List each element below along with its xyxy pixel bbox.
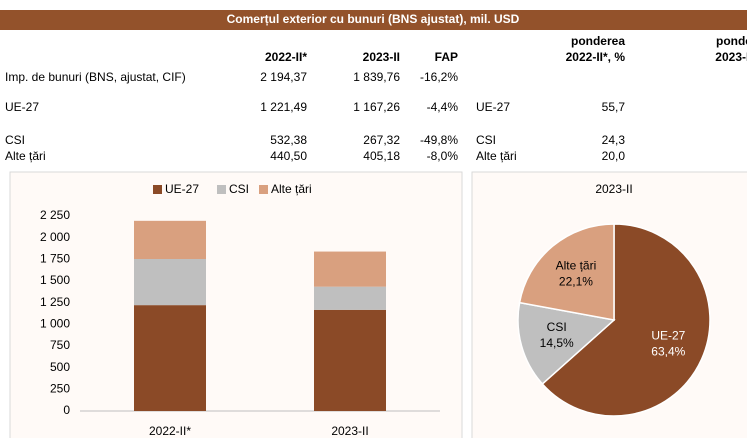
pie-slice: [541, 223, 711, 417]
legend-swatch: [217, 185, 226, 194]
row-label: UE-27: [476, 100, 510, 114]
column-header: 2023-II: [363, 50, 400, 64]
cell: -16,2%: [420, 70, 458, 84]
cell: 20,0: [602, 149, 626, 163]
slice-label: CSI: [547, 320, 567, 334]
cell: 405,18: [363, 149, 400, 163]
legend-label: CSI: [229, 182, 249, 196]
cell: 440,50: [270, 149, 307, 163]
pie-slice: [517, 301, 616, 385]
row-label: CSI: [5, 133, 25, 147]
y-tick-label: 1 250: [40, 295, 70, 309]
y-tick-label: 2 250: [40, 208, 70, 222]
y-tick-label: 1 500: [40, 273, 70, 287]
column-header: 2022-II*: [265, 50, 307, 64]
bar-segment: [314, 251, 386, 287]
share-header: ponderea: [571, 34, 625, 48]
slice-label: Alte țări: [556, 258, 597, 272]
row-label: CSI: [476, 133, 496, 147]
legend-swatch: [153, 185, 162, 194]
bar-segment: [134, 305, 206, 411]
cell: 532,38: [270, 133, 307, 147]
bar-chart-area: [9, 171, 463, 438]
cell: 55,7: [602, 100, 626, 114]
row-label: Alte țări: [476, 149, 517, 163]
row-label: Alte țări: [5, 149, 46, 163]
cell: 1 221,49: [260, 100, 307, 114]
y-tick-label: 2 000: [40, 230, 70, 244]
column-header: FAP: [435, 50, 458, 64]
pie-slice: [518, 223, 615, 321]
x-tick-label: 2022-II*: [149, 424, 191, 438]
cell: 1 167,26: [353, 100, 400, 114]
y-tick-label: 0: [63, 403, 70, 417]
bar-segment: [314, 309, 386, 411]
share-header: 2022-II*, %: [566, 50, 626, 64]
share-header: ponderea: [716, 34, 747, 48]
y-tick-label: 1 750: [40, 252, 70, 266]
bar-segment: [134, 258, 206, 306]
cell: 2 194,37: [260, 70, 307, 84]
y-tick-label: 1 000: [40, 317, 70, 331]
y-tick-label: 500: [50, 360, 70, 374]
cell: -49,8%: [420, 133, 458, 147]
legend-swatch: [259, 185, 268, 194]
y-tick-label: 750: [50, 338, 70, 352]
y-tick-label: 250: [50, 382, 70, 396]
cell: 24,3: [602, 133, 626, 147]
legend-label: UE-27: [165, 182, 199, 196]
row-label: Imp. de bunuri (BNS, ajustat, CIF): [5, 70, 186, 84]
x-tick-label: 2023-II: [331, 424, 368, 438]
share-header: 2023-II, %: [715, 50, 747, 64]
bar-segment: [314, 286, 386, 310]
slice-value: 22,1%: [559, 274, 593, 288]
cell: -4,4%: [427, 100, 459, 114]
sheet-title: Comerțul exterior cu bunuri (BNS ajustat…: [227, 12, 520, 26]
bar-segment: [134, 220, 206, 259]
cell: 267,32: [363, 133, 400, 147]
row-label: UE-27: [5, 100, 39, 114]
slice-value: 63,4%: [651, 344, 685, 358]
cell: 1 839,76: [353, 70, 400, 84]
slice-value: 14,5%: [540, 336, 574, 350]
cell: -8,0%: [427, 149, 459, 163]
title-bar: [0, 10, 747, 30]
slice-label: UE-27: [651, 328, 685, 342]
pie-title: 2023-II: [595, 182, 632, 196]
legend-label: Alte țări: [271, 182, 312, 196]
